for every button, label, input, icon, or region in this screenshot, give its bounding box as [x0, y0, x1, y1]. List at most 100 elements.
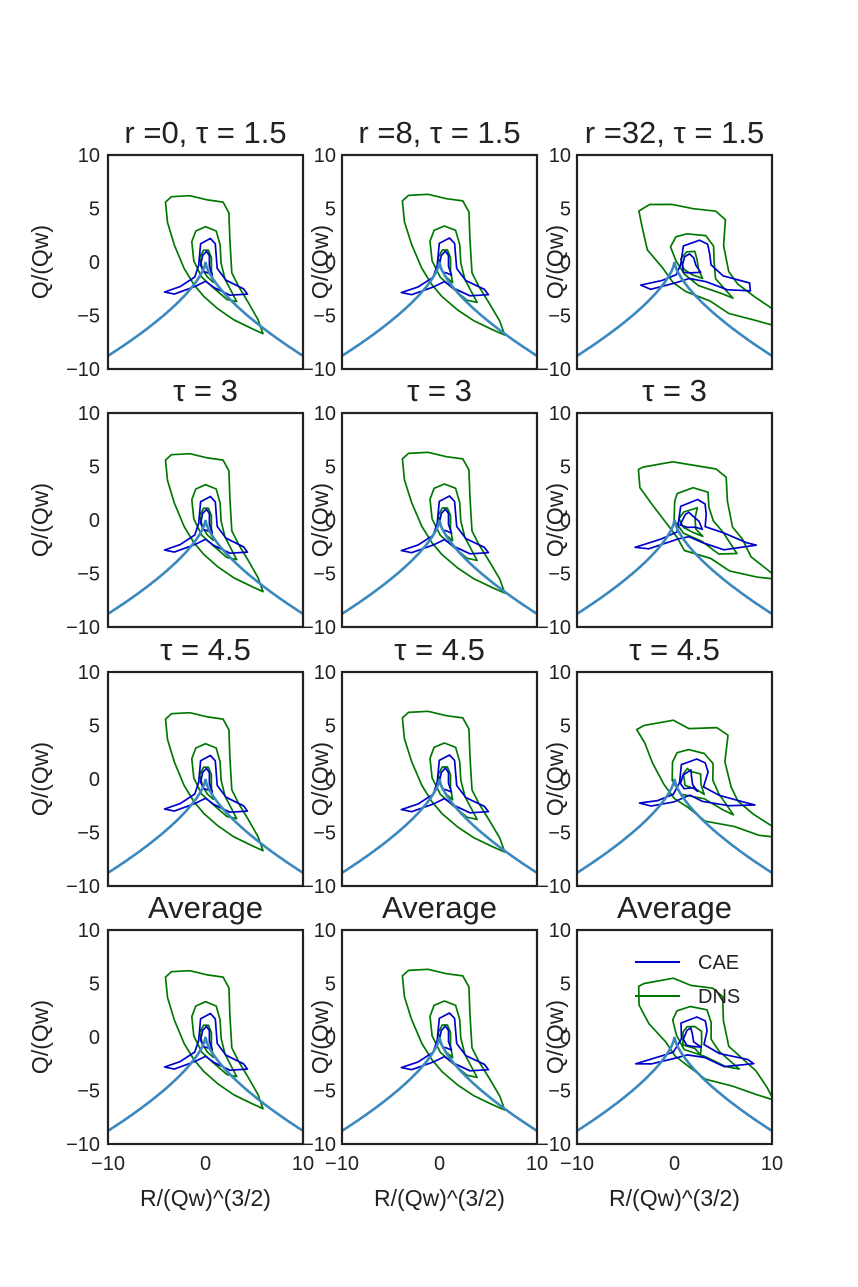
panel-row2-col1: τ = 3 10 5 0 −5 −10 Q/(Qw) [27, 373, 305, 639]
axes-frame [106, 670, 305, 888]
x-axis-label: R/(Qw)^(3/2) [374, 1185, 505, 1211]
x-tick-label: −10 [560, 1153, 594, 1175]
cae-inner-contour [681, 253, 702, 274]
y-tick-label: 5 [89, 199, 100, 221]
cae-outer-contour [634, 1016, 755, 1068]
legend-label-cae: CAE [698, 952, 739, 974]
cae-outer-contour [639, 239, 752, 292]
y-tick-label: 10 [78, 920, 100, 942]
panel-plot-area [342, 451, 537, 615]
cae-outer-contour [400, 495, 490, 555]
panel-title: Average [617, 890, 732, 925]
y-tick-label-hidden: 10 [314, 920, 336, 942]
panel-title: τ = 3 [642, 373, 707, 408]
y-tick-label-hidden: −10 [537, 359, 571, 381]
cae-inner-contour [199, 508, 214, 534]
panel-row3-col2: τ = 4.5 10 5 0 −5 −10 Q/(Qw) [302, 632, 539, 898]
y-tick-label-hidden: 0 [560, 769, 571, 791]
x-tick-label: −10 [91, 1153, 125, 1175]
axes-frame [106, 153, 305, 371]
panel-row1-col1: r =0, τ = 1.5 10 5 0 −5 −10 Q/(Qw) [27, 115, 305, 381]
y-tick-label: 0 [89, 252, 100, 274]
panel-plot-area [108, 452, 303, 615]
x-tick-label: 0 [669, 1153, 680, 1175]
cae-inner-contour [682, 1027, 702, 1048]
axes-frame [340, 928, 539, 1146]
y-tick-label-hidden: 10 [314, 145, 336, 167]
y-tick-label: −5 [77, 823, 100, 845]
y-tick-label-hidden: 0 [560, 252, 571, 274]
y-axis-label: Q/(Qw) [307, 742, 333, 816]
y-axis-label: Q/(Qw) [307, 1000, 333, 1074]
dns-inner-contour [682, 767, 706, 796]
x-tick-label: 0 [434, 1153, 445, 1175]
panel-row4-col2: Average 10 5 0 −5 −10 Q/(Qw) −10 0 10 R/(Qw)^(3/2) [302, 890, 548, 1211]
dns-outer-contour [164, 194, 264, 335]
y-tick-label-hidden: −10 [302, 617, 336, 639]
boundary-curve [577, 1036, 772, 1132]
y-tick-label-hidden: −5 [313, 306, 336, 328]
panel-title: τ = 4.5 [160, 632, 251, 667]
y-tick-label-hidden: −5 [313, 564, 336, 586]
y-tick-label-hidden: 5 [560, 716, 571, 738]
cae-outer-contour [400, 1012, 490, 1072]
dns-outer-contour [637, 460, 772, 580]
y-tick-label-hidden: 10 [549, 403, 571, 425]
y-tick-label-hidden: 5 [560, 457, 571, 479]
panel-row1-col3: r =32, τ = 1.5 10 5 0 −5 −10 Q/(Qw) [537, 115, 774, 381]
dns-outer-contour [164, 452, 264, 593]
y-tick-label-hidden: −5 [313, 1081, 336, 1103]
y-tick-label-hidden: 10 [549, 145, 571, 167]
dns-outer-contour [401, 710, 506, 853]
y-tick-label-hidden: −10 [537, 1134, 571, 1156]
y-axis-label: Q/(Qw) [542, 1000, 568, 1074]
y-tick-label: −10 [66, 1134, 100, 1156]
panel-title: r =8, τ = 1.5 [358, 115, 520, 150]
y-tick-label: 0 [89, 769, 100, 791]
cae-outer-contour [634, 498, 758, 551]
y-tick-label-hidden: 5 [560, 199, 571, 221]
boundary-curve [108, 519, 303, 615]
panel-plot-area [108, 969, 303, 1132]
panel-plot-area [342, 710, 537, 874]
panel-plot-area [342, 193, 537, 357]
y-tick-label: 0 [89, 1027, 100, 1049]
y-tick-label: −5 [77, 306, 100, 328]
dns-middle-contour [669, 232, 734, 299]
axes-frame [575, 670, 774, 888]
dns-outer-contour [401, 451, 506, 594]
panel-row3-col1: τ = 4.5 10 5 0 −5 −10 Q/(Qw) [27, 632, 305, 898]
y-tick-label-hidden: 0 [325, 510, 336, 532]
panel-title: Average [148, 890, 263, 925]
panel-plot-area [342, 968, 537, 1132]
boundary-curve [577, 261, 772, 357]
y-tick-label: −10 [66, 617, 100, 639]
dns-outer-contour [637, 977, 772, 1101]
y-tick-label-hidden: 5 [560, 974, 571, 996]
y-tick-label: 10 [78, 403, 100, 425]
cae-inner-contour [679, 769, 699, 793]
axes-frame [340, 153, 539, 371]
axes-frame [575, 411, 774, 629]
cae-inner-contour [199, 1025, 214, 1051]
panel-title: Average [382, 890, 497, 925]
y-axis-label: Q/(Qw) [542, 483, 568, 557]
x-axis-label: R/(Qw)^(3/2) [609, 1185, 740, 1211]
cae-outer-contour [400, 237, 490, 297]
y-tick-label-hidden: −10 [537, 617, 571, 639]
dns-outer-contour [638, 203, 772, 326]
y-axis-label: Q/(Qw) [27, 483, 53, 557]
panel-plot-area [577, 460, 772, 615]
panel-title: r =32, τ = 1.5 [585, 115, 764, 150]
boundary-curve [342, 1036, 537, 1132]
boundary-curve [577, 519, 772, 615]
x-tick-label: −10 [325, 1153, 359, 1175]
y-tick-label-hidden: −5 [548, 823, 571, 845]
y-tick-label-hidden: 10 [549, 662, 571, 684]
boundary-curve [342, 778, 537, 874]
panel-plot-area [108, 711, 303, 874]
y-tick-label-hidden: 0 [560, 1027, 571, 1049]
boundary-curve [108, 778, 303, 874]
dns-outer-contour [401, 968, 506, 1111]
y-axis-label: Q/(Qw) [542, 225, 568, 299]
